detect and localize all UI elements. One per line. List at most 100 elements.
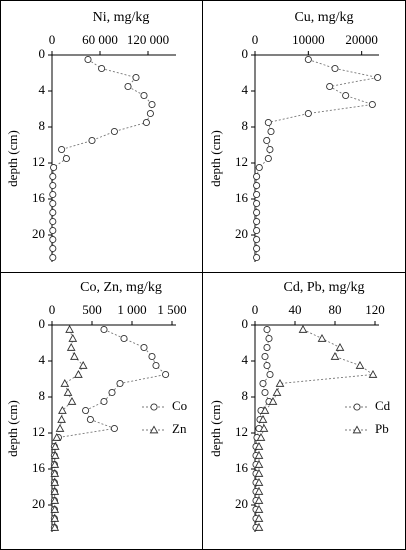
panel-title: Co, Zn, mg/kg bbox=[80, 280, 162, 295]
y-tick-label: 16 bbox=[235, 190, 249, 205]
y-tick-label: 4 bbox=[39, 82, 46, 97]
point-marker bbox=[110, 424, 118, 433]
y-tick-label: 0 bbox=[39, 316, 46, 331]
point-marker bbox=[254, 459, 264, 468]
point-marker bbox=[254, 504, 264, 513]
point-marker bbox=[275, 378, 285, 387]
y-tick-label: 4 bbox=[39, 352, 46, 367]
point-marker bbox=[50, 468, 60, 477]
y-tick-label: 8 bbox=[242, 388, 249, 403]
y-axis-label: depth (cm) bbox=[208, 130, 223, 187]
point-marker bbox=[116, 379, 124, 388]
point-marker bbox=[49, 190, 57, 199]
panel-title: Cu, mg/kg bbox=[294, 10, 353, 25]
point-marker bbox=[254, 522, 264, 531]
point-marker bbox=[342, 91, 350, 100]
point-marker bbox=[132, 73, 140, 82]
point-marker bbox=[68, 333, 78, 342]
legend-marker bbox=[150, 403, 158, 411]
point-marker bbox=[50, 477, 60, 486]
point-marker bbox=[254, 477, 264, 486]
panel-title: Cd, Pb, mg/kg bbox=[284, 280, 365, 295]
point-marker bbox=[84, 55, 92, 64]
legend-marker bbox=[353, 403, 361, 411]
point-marker bbox=[100, 325, 108, 334]
point-marker bbox=[253, 181, 261, 190]
y-tick-label: 8 bbox=[39, 118, 46, 133]
point-marker bbox=[74, 369, 83, 378]
point-marker bbox=[253, 253, 261, 262]
y-tick-label: 16 bbox=[32, 460, 46, 475]
point-marker bbox=[110, 127, 118, 136]
point-marker bbox=[331, 64, 339, 73]
y-tick-label: 16 bbox=[235, 460, 249, 475]
point-marker bbox=[335, 342, 345, 351]
y-tick-label: 20 bbox=[235, 226, 248, 241]
y-tick-label: 12 bbox=[32, 424, 45, 439]
point-marker bbox=[260, 405, 270, 414]
point-marker bbox=[49, 253, 57, 262]
point-marker bbox=[58, 405, 67, 414]
point-marker bbox=[50, 495, 60, 504]
point-marker bbox=[50, 513, 60, 522]
point-marker bbox=[254, 486, 264, 495]
x-tick-label: 0 bbox=[252, 302, 259, 317]
point-marker bbox=[148, 100, 156, 109]
y-axis-label: depth (cm) bbox=[5, 400, 20, 457]
point-marker bbox=[263, 361, 271, 370]
point-marker bbox=[304, 109, 312, 118]
point-marker bbox=[100, 397, 108, 406]
x-tick-label: 60 000 bbox=[82, 32, 118, 47]
point-marker bbox=[55, 423, 65, 432]
point-marker bbox=[264, 118, 272, 127]
point-marker bbox=[355, 360, 365, 369]
legend-label: Zn bbox=[172, 421, 187, 436]
point-marker bbox=[261, 352, 269, 361]
y-tick-label: 12 bbox=[235, 424, 248, 439]
legend-marker bbox=[149, 425, 159, 434]
point-marker bbox=[49, 172, 57, 181]
point-marker bbox=[140, 343, 148, 352]
point-marker bbox=[70, 351, 79, 360]
x-tick-label: 0 bbox=[49, 32, 56, 47]
point-marker bbox=[253, 190, 261, 199]
point-marker bbox=[49, 226, 57, 235]
point-marker bbox=[253, 244, 261, 253]
y-tick-label: 0 bbox=[39, 46, 46, 61]
x-tick-label: 1 000 bbox=[117, 302, 146, 317]
point-marker bbox=[49, 217, 57, 226]
point-marker bbox=[140, 91, 148, 100]
point-marker bbox=[368, 100, 376, 109]
legend-marker bbox=[352, 425, 362, 434]
point-marker bbox=[266, 145, 274, 154]
point-marker bbox=[49, 181, 57, 190]
y-axis-label: depth (cm) bbox=[5, 130, 20, 187]
point-marker bbox=[255, 163, 263, 172]
legend-label: Cd bbox=[375, 398, 391, 413]
point-marker bbox=[120, 334, 128, 343]
point-marker bbox=[261, 388, 269, 397]
point-marker bbox=[326, 82, 334, 91]
point-marker bbox=[78, 360, 88, 369]
point-marker bbox=[263, 343, 271, 352]
x-tick-label: 120 bbox=[365, 302, 385, 317]
point-marker bbox=[108, 388, 116, 397]
point-marker bbox=[259, 423, 269, 432]
y-tick-label: 12 bbox=[32, 154, 45, 169]
point-marker bbox=[254, 441, 264, 450]
point-marker bbox=[124, 82, 132, 91]
point-marker bbox=[254, 513, 264, 522]
point-marker bbox=[63, 387, 73, 396]
y-tick-label: 12 bbox=[235, 154, 248, 169]
x-tick-label: 1 500 bbox=[157, 302, 186, 317]
point-marker bbox=[368, 369, 378, 378]
x-tick-label: 80 bbox=[329, 302, 342, 317]
point-marker bbox=[162, 370, 170, 379]
point-marker bbox=[50, 163, 58, 172]
point-marker bbox=[254, 450, 264, 459]
point-marker bbox=[254, 468, 264, 477]
point-marker bbox=[50, 450, 60, 459]
point-marker bbox=[49, 199, 57, 208]
point-marker bbox=[253, 226, 261, 235]
